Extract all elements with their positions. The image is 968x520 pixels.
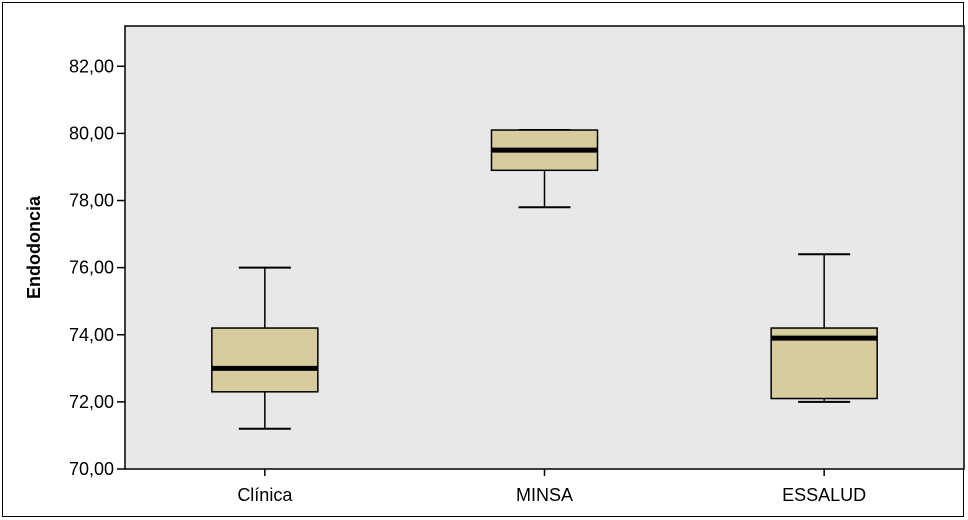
y-axis-title: Endodoncia [24, 195, 44, 299]
box-essalud [770, 253, 878, 403]
x-category-label: MINSA [516, 485, 573, 505]
iqr-box [211, 327, 319, 393]
y-axis: 70,00 72,00 74,00 76,00 78,00 80,00 82,00 [69, 56, 125, 479]
y-tick-label: 70,00 [69, 459, 114, 479]
y-tick-label: 74,00 [69, 325, 114, 345]
y-tick-label: 78,00 [69, 191, 114, 211]
x-category-label: ESSALUD [782, 485, 866, 505]
y-tick-label: 82,00 [69, 56, 114, 76]
box-clínica [211, 266, 319, 430]
x-category-label: Clínica [237, 485, 293, 505]
y-tick-label: 72,00 [69, 392, 114, 412]
boxes [211, 129, 878, 430]
box-minsa [490, 129, 599, 209]
y-tick-label: 80,00 [69, 123, 114, 143]
y-tick-label: 76,00 [69, 258, 114, 278]
x-axis: Clínica MINSA ESSALUD [237, 469, 866, 505]
